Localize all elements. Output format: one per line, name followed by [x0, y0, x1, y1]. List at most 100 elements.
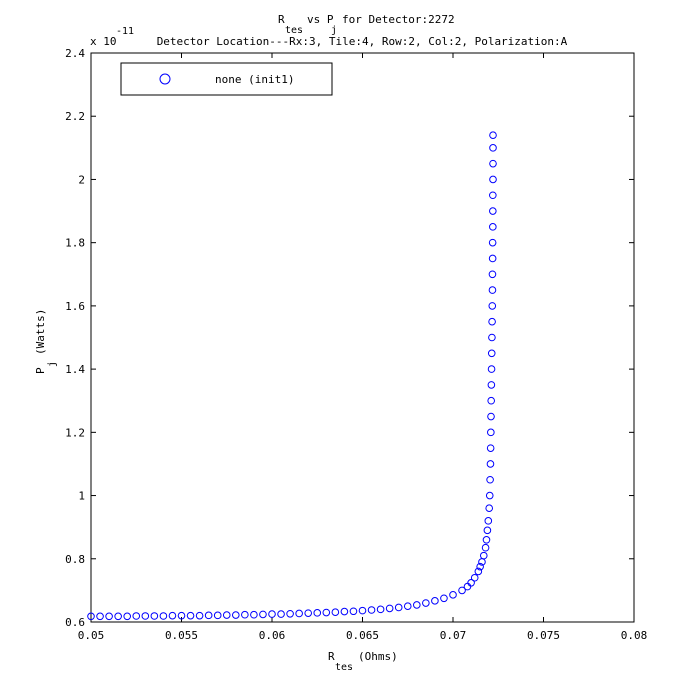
- data-point: [440, 594, 448, 603]
- data-point: [483, 526, 492, 535]
- plot-area: [90, 52, 635, 623]
- data-series: [87, 131, 497, 621]
- data-point: [413, 601, 421, 609]
- data-point: [489, 175, 497, 184]
- ylabel-subscript: j: [47, 361, 58, 367]
- title-r-subscript: tes: [285, 25, 303, 36]
- data-point: [487, 428, 495, 437]
- title-r: R: [278, 13, 285, 26]
- legend-marker: [159, 73, 171, 85]
- y-tick-label: 1.6: [65, 300, 85, 313]
- data-point: [367, 606, 376, 614]
- xlabel-r: R: [328, 650, 335, 663]
- data-point: [222, 611, 231, 619]
- data-point: [487, 396, 495, 405]
- data-point: [485, 504, 494, 513]
- x-tick-label: 0.055: [165, 629, 198, 642]
- data-point: [458, 586, 466, 595]
- y-tick-label: 2.2: [65, 110, 85, 123]
- data-point: [489, 223, 497, 231]
- y-tick-label: 0.8: [65, 553, 85, 566]
- data-point: [322, 608, 331, 617]
- data-point: [213, 611, 222, 620]
- data-point: [431, 597, 439, 605]
- x-tick-label: 0.065: [346, 629, 379, 642]
- data-point: [488, 270, 497, 279]
- data-point: [259, 610, 267, 619]
- data-point: [482, 536, 491, 544]
- data-point: [487, 365, 496, 373]
- data-point: [186, 611, 195, 620]
- y-tick-label: 1.4: [65, 363, 85, 376]
- legend-box: [120, 62, 333, 96]
- data-point: [488, 254, 497, 263]
- data-point: [286, 609, 294, 618]
- data-point: [422, 599, 430, 607]
- data-point: [474, 567, 483, 576]
- data-point: [168, 611, 177, 620]
- data-point: [484, 517, 493, 525]
- title-vs-p: vs P: [307, 13, 334, 26]
- data-point: [250, 610, 258, 619]
- chart-title: R tes vs P j for Detector:2272 Detector …: [157, 13, 568, 48]
- data-point: [489, 159, 497, 168]
- x-tick-label: 0.06: [259, 629, 286, 642]
- data-point: [141, 612, 150, 620]
- data-point: [313, 609, 322, 617]
- data-point: [331, 608, 340, 617]
- xlabel-subscript: tes: [335, 662, 353, 673]
- x-axis-label: R tes (Ohms): [328, 650, 398, 673]
- data-point: [485, 491, 494, 500]
- data-point: [385, 604, 394, 613]
- data-point: [486, 460, 495, 468]
- y-tick-label: 0.6: [65, 616, 85, 629]
- data-point: [87, 612, 95, 621]
- data-point: [96, 612, 104, 621]
- x-tick-label: 0.075: [527, 629, 560, 642]
- ylabel-unit: (Watts): [34, 309, 47, 355]
- y-exponent: x 10 -11: [90, 26, 134, 48]
- y-tick-label: 2.4: [65, 47, 85, 60]
- xlabel-unit: (Ohms): [358, 650, 398, 663]
- data-point: [358, 606, 367, 615]
- x-tick-label: 0.07: [440, 629, 467, 642]
- data-point: [123, 612, 131, 621]
- data-point: [376, 605, 385, 614]
- data-point: [177, 611, 186, 620]
- data-point: [132, 612, 141, 620]
- data-point: [487, 412, 495, 421]
- data-point: [489, 144, 497, 152]
- data-point: [479, 551, 488, 560]
- data-point: [470, 573, 479, 582]
- y-axis-label: P j (Watts): [34, 309, 58, 374]
- title-location: Detector Location---Rx:3, Tile:4, Row:2,…: [157, 35, 568, 48]
- data-point: [476, 562, 484, 571]
- y-exponent-base: x 10: [90, 35, 117, 48]
- data-point: [277, 610, 285, 618]
- y-exponent-power: -11: [116, 26, 134, 37]
- data-point: [295, 609, 303, 618]
- title-p-subscript: j: [331, 25, 337, 36]
- data-point: [487, 381, 496, 389]
- data-point: [105, 612, 113, 621]
- title-detector: for Detector:2272: [342, 13, 455, 26]
- data-point: [486, 475, 494, 484]
- data-point: [403, 602, 412, 610]
- legend: none (init1): [120, 62, 333, 96]
- data-point: [195, 611, 204, 620]
- data-point: [488, 317, 496, 326]
- y-tick-label: 1.8: [65, 237, 85, 250]
- legend-label: none (init1): [215, 73, 294, 86]
- data-point: [489, 191, 497, 200]
- data-point: [488, 302, 497, 310]
- data-point: [481, 543, 490, 552]
- data-point: [241, 610, 249, 619]
- ylabel-p: P: [34, 367, 47, 374]
- data-point: [488, 286, 497, 294]
- data-point: [486, 444, 495, 452]
- data-point: [304, 609, 313, 617]
- y-axis: 0.6 0.8 1 1.2 1.4 1.6 1.8 2 2.2 2.4: [65, 47, 634, 629]
- data-point: [150, 612, 159, 620]
- data-point: [488, 333, 496, 342]
